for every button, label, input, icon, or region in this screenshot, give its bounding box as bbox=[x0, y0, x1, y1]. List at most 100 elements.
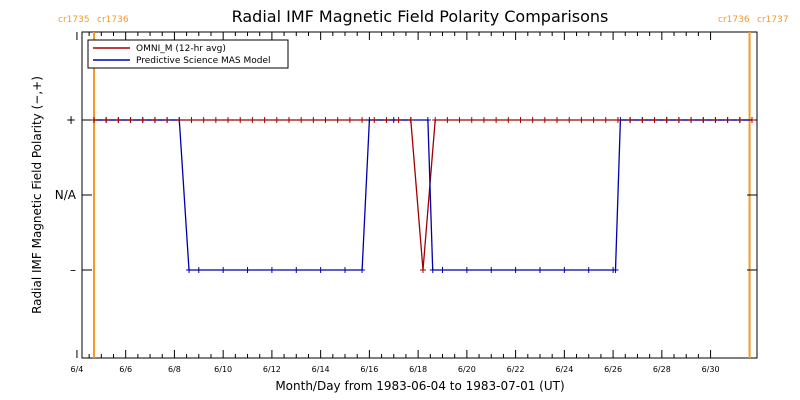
data-point bbox=[103, 117, 110, 123]
data-point bbox=[334, 117, 341, 123]
x-tick-label: 6/16 bbox=[360, 365, 378, 374]
data-point bbox=[164, 117, 171, 123]
data-point bbox=[612, 267, 619, 273]
x-tick-label: 6/6 bbox=[119, 365, 132, 374]
y-axis-label: Radial IMF Magnetic Field Polarity (−,+) bbox=[30, 76, 44, 314]
data-point bbox=[261, 117, 268, 123]
x-tick-label: 6/14 bbox=[312, 365, 330, 374]
cr-label-right-2: cr1737 bbox=[757, 15, 789, 25]
data-point bbox=[505, 117, 512, 123]
x-tick-label: 6/8 bbox=[168, 365, 181, 374]
data-point bbox=[688, 117, 695, 123]
data-point bbox=[602, 117, 609, 123]
data-point bbox=[91, 117, 97, 123]
data-point bbox=[663, 117, 670, 123]
data-point bbox=[139, 117, 146, 123]
data-point bbox=[395, 117, 402, 123]
data-point bbox=[432, 117, 439, 123]
data-point bbox=[517, 117, 524, 123]
x-tick-label: 6/18 bbox=[409, 365, 427, 374]
data-point bbox=[493, 117, 500, 123]
data-point bbox=[371, 117, 378, 123]
carrington-markers bbox=[93, 32, 751, 358]
data-point bbox=[749, 117, 755, 123]
data-point bbox=[627, 117, 634, 123]
data-point bbox=[383, 117, 390, 123]
x-axis-label: Month/Day from 1983-06-04 to 1983-07-01 … bbox=[275, 379, 564, 393]
cr-label-left-1: cr1735 bbox=[58, 15, 90, 25]
data-point bbox=[225, 117, 232, 123]
x-tick-label: 6/10 bbox=[214, 365, 232, 374]
data-point bbox=[244, 267, 251, 273]
x-tick-label: 6/20 bbox=[458, 365, 476, 374]
x-tick-label: 6/4 bbox=[71, 365, 84, 374]
data-point bbox=[736, 117, 743, 123]
data-point bbox=[429, 267, 436, 273]
y-tick-label: N/A bbox=[55, 188, 77, 202]
x-tick-label: 6/30 bbox=[702, 365, 720, 374]
series-lines bbox=[91, 117, 755, 273]
data-point bbox=[176, 117, 183, 123]
data-point bbox=[127, 117, 134, 123]
data-point bbox=[420, 267, 426, 273]
data-point bbox=[480, 117, 487, 123]
data-point bbox=[115, 117, 122, 123]
data-point bbox=[212, 117, 219, 123]
data-point bbox=[700, 117, 707, 123]
data-point bbox=[220, 267, 227, 273]
data-point bbox=[407, 117, 414, 123]
cr-label-left-2: cr1736 bbox=[97, 15, 129, 25]
data-point bbox=[512, 267, 519, 273]
series-line-1 bbox=[94, 119, 752, 271]
data-point bbox=[444, 117, 451, 123]
data-point bbox=[541, 117, 548, 123]
data-point bbox=[529, 117, 536, 123]
data-point bbox=[639, 117, 646, 123]
legend: OMNI_M (12-hr avg) Predictive Science MA… bbox=[87, 39, 289, 69]
data-point bbox=[488, 267, 495, 273]
data-point bbox=[151, 117, 158, 123]
data-point bbox=[536, 267, 543, 273]
data-point bbox=[585, 267, 592, 273]
data-point bbox=[566, 117, 573, 123]
data-point bbox=[675, 117, 682, 123]
data-point bbox=[439, 267, 446, 273]
data-point bbox=[237, 117, 244, 123]
data-point bbox=[578, 117, 585, 123]
data-point bbox=[359, 117, 366, 123]
data-point bbox=[186, 267, 193, 273]
data-point bbox=[188, 117, 195, 123]
data-point bbox=[724, 117, 731, 123]
x-tick-label: 6/12 bbox=[263, 365, 281, 374]
data-point bbox=[310, 117, 317, 123]
data-point bbox=[317, 267, 324, 273]
data-point bbox=[712, 117, 719, 123]
data-point bbox=[456, 117, 463, 123]
data-point bbox=[249, 117, 256, 123]
data-point bbox=[342, 267, 349, 273]
data-point bbox=[561, 267, 568, 273]
data-point bbox=[298, 117, 305, 123]
legend-box bbox=[87, 39, 289, 69]
data-point bbox=[554, 117, 561, 123]
y-tick-label: – bbox=[70, 263, 76, 277]
axis-ticks: 6/4 6/6 6/8 6/10 6/12 6/14 6/16 6/18 6/20 6/22 6/2… bbox=[55, 32, 757, 374]
x-tick-label: 6/22 bbox=[507, 365, 525, 374]
chart-title: Radial IMF Magnetic Field Polarity Compa… bbox=[232, 7, 609, 26]
y-tick-label: + bbox=[66, 113, 76, 127]
data-point bbox=[293, 267, 300, 273]
data-point bbox=[195, 267, 202, 273]
data-point bbox=[651, 117, 658, 123]
data-point bbox=[468, 117, 475, 123]
data-point bbox=[285, 117, 292, 123]
legend-label-omni: OMNI_M (12-hr avg) bbox=[136, 44, 226, 54]
legend-label-mas: Predictive Science MAS Model bbox=[136, 56, 271, 66]
data-point bbox=[590, 117, 597, 123]
x-tick-label: 6/28 bbox=[653, 365, 671, 374]
data-point bbox=[424, 117, 431, 123]
x-tick-label: 6/24 bbox=[555, 365, 573, 374]
data-point bbox=[268, 267, 275, 273]
data-point bbox=[322, 117, 329, 123]
x-tick-label: 6/26 bbox=[604, 365, 622, 374]
